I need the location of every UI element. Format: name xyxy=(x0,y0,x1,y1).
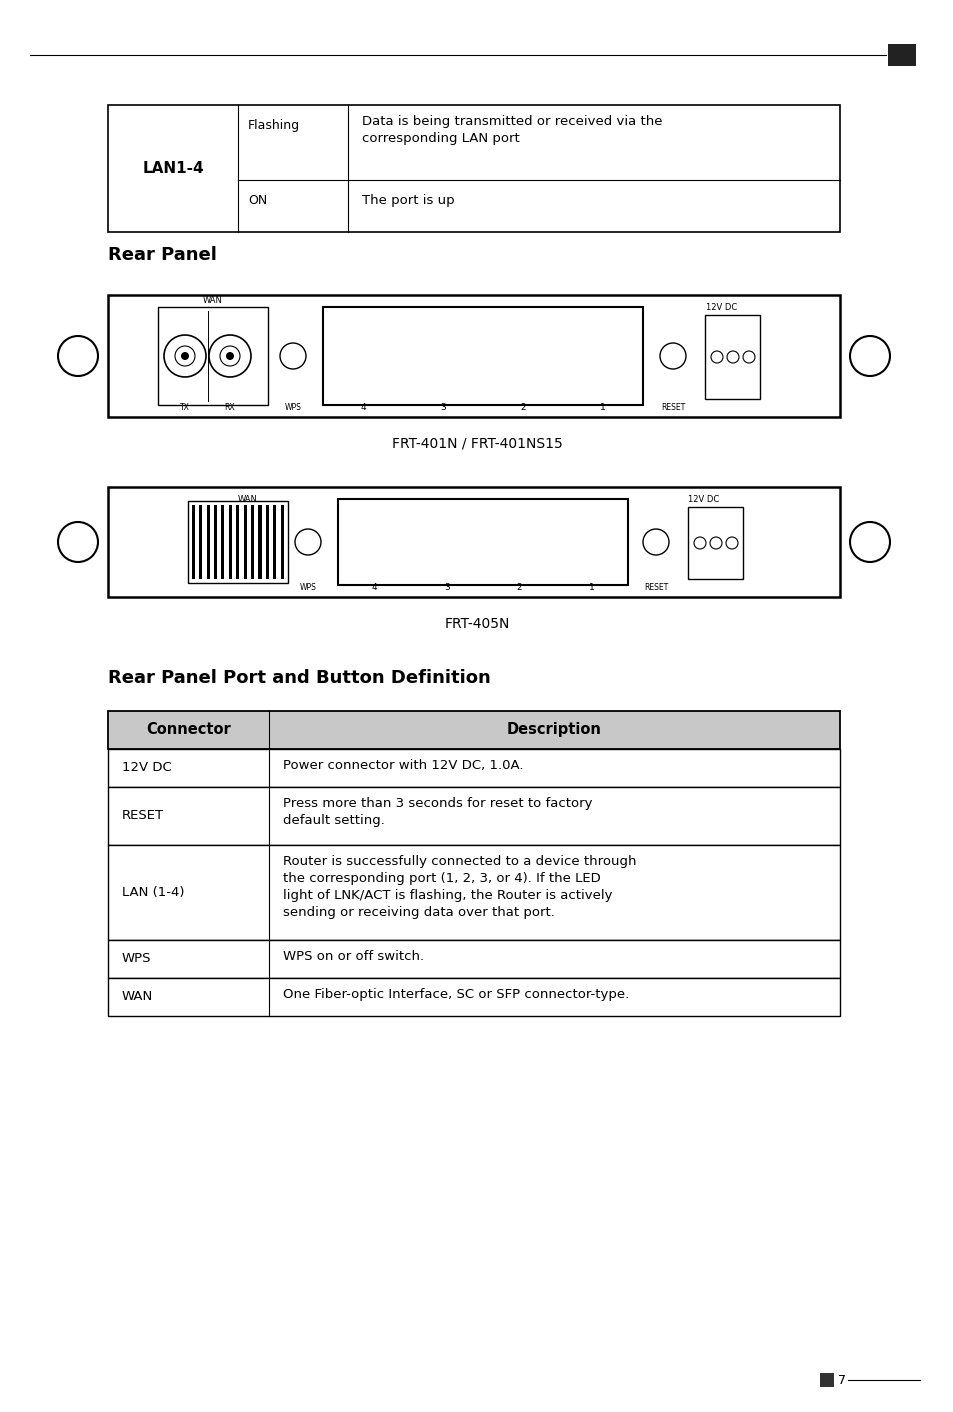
Circle shape xyxy=(659,343,685,369)
Text: 4: 4 xyxy=(371,583,376,592)
Circle shape xyxy=(220,346,240,366)
Text: RESET: RESET xyxy=(660,402,684,412)
Bar xyxy=(192,505,194,579)
Text: 3: 3 xyxy=(443,583,449,592)
Text: FRT-401N / FRT-401NS15: FRT-401N / FRT-401NS15 xyxy=(392,436,561,450)
Bar xyxy=(108,104,840,232)
Text: 1: 1 xyxy=(588,583,594,592)
Circle shape xyxy=(280,343,306,369)
Text: Description: Description xyxy=(507,723,601,737)
Circle shape xyxy=(181,352,189,360)
Bar xyxy=(108,712,840,748)
Text: RESET: RESET xyxy=(122,809,164,823)
Bar xyxy=(258,505,261,579)
Bar xyxy=(108,786,840,844)
Bar xyxy=(704,315,760,400)
Text: Rear Panel: Rear Panel xyxy=(108,246,216,264)
Bar xyxy=(266,505,269,579)
Text: 4: 4 xyxy=(360,402,365,412)
Text: 12V DC: 12V DC xyxy=(687,496,719,504)
Circle shape xyxy=(725,537,738,549)
Bar xyxy=(280,505,283,579)
Bar xyxy=(108,295,840,417)
Circle shape xyxy=(58,336,98,376)
Text: ON: ON xyxy=(248,193,267,208)
Text: The port is up: The port is up xyxy=(361,193,455,208)
Bar xyxy=(213,505,217,579)
Text: WPS on or off switch.: WPS on or off switch. xyxy=(283,950,424,963)
Text: Flashing: Flashing xyxy=(248,119,300,131)
Text: 2: 2 xyxy=(519,402,525,412)
Bar xyxy=(229,505,232,579)
Text: One Fiber-optic Interface, SC or SFP connector-type.: One Fiber-optic Interface, SC or SFP con… xyxy=(283,988,629,1001)
Text: FRT-405N: FRT-405N xyxy=(444,617,509,631)
Circle shape xyxy=(294,530,320,555)
Circle shape xyxy=(849,522,889,562)
Circle shape xyxy=(693,537,705,549)
Bar xyxy=(251,505,253,579)
Circle shape xyxy=(849,336,889,376)
Bar xyxy=(206,505,210,579)
Text: WPS: WPS xyxy=(284,402,301,412)
Text: WPS: WPS xyxy=(299,583,316,592)
Circle shape xyxy=(226,352,233,360)
Text: Data is being transmitted or received via the
corresponding LAN port: Data is being transmitted or received vi… xyxy=(361,114,661,145)
Bar xyxy=(337,498,627,585)
Text: WAN: WAN xyxy=(122,990,153,1004)
Bar xyxy=(108,487,840,597)
Text: 12V DC: 12V DC xyxy=(122,761,172,775)
Text: Router is successfully connected to a device through
the corresponding port (1, : Router is successfully connected to a de… xyxy=(283,856,636,919)
Bar xyxy=(221,505,224,579)
Bar xyxy=(158,306,268,405)
Bar xyxy=(236,505,239,579)
Text: WAN: WAN xyxy=(203,297,223,305)
Text: Rear Panel Port and Button Definition: Rear Panel Port and Button Definition xyxy=(108,669,490,688)
Bar xyxy=(188,501,288,583)
Bar xyxy=(273,505,276,579)
Bar xyxy=(108,979,840,1017)
Circle shape xyxy=(164,335,206,377)
Text: TX: TX xyxy=(180,402,190,412)
Circle shape xyxy=(174,346,194,366)
Circle shape xyxy=(709,537,721,549)
Circle shape xyxy=(726,352,739,363)
Bar xyxy=(887,44,915,66)
Text: 3: 3 xyxy=(439,402,445,412)
Text: RESET: RESET xyxy=(643,583,667,592)
Text: Press more than 3 seconds for reset to factory
default setting.: Press more than 3 seconds for reset to f… xyxy=(283,796,592,827)
Bar xyxy=(820,1372,833,1387)
Text: Power connector with 12V DC, 1.0A.: Power connector with 12V DC, 1.0A. xyxy=(283,760,523,772)
Bar xyxy=(243,505,247,579)
Text: WPS: WPS xyxy=(122,953,152,966)
Circle shape xyxy=(710,352,722,363)
Text: RX: RX xyxy=(225,402,235,412)
Text: WAN: WAN xyxy=(238,496,257,504)
Bar xyxy=(687,507,742,579)
Circle shape xyxy=(58,522,98,562)
Text: 12V DC: 12V DC xyxy=(705,304,737,312)
Bar xyxy=(108,940,840,979)
Circle shape xyxy=(742,352,754,363)
Circle shape xyxy=(209,335,251,377)
Bar xyxy=(323,306,642,405)
Text: 7: 7 xyxy=(837,1374,845,1387)
Text: Connector: Connector xyxy=(146,723,231,737)
Circle shape xyxy=(642,530,668,555)
Bar xyxy=(108,748,840,786)
Text: LAN (1-4): LAN (1-4) xyxy=(122,885,184,899)
Text: 2: 2 xyxy=(516,583,521,592)
Bar xyxy=(199,505,202,579)
Text: 1: 1 xyxy=(599,402,605,412)
Bar xyxy=(108,844,840,940)
Text: LAN1-4: LAN1-4 xyxy=(142,161,204,176)
